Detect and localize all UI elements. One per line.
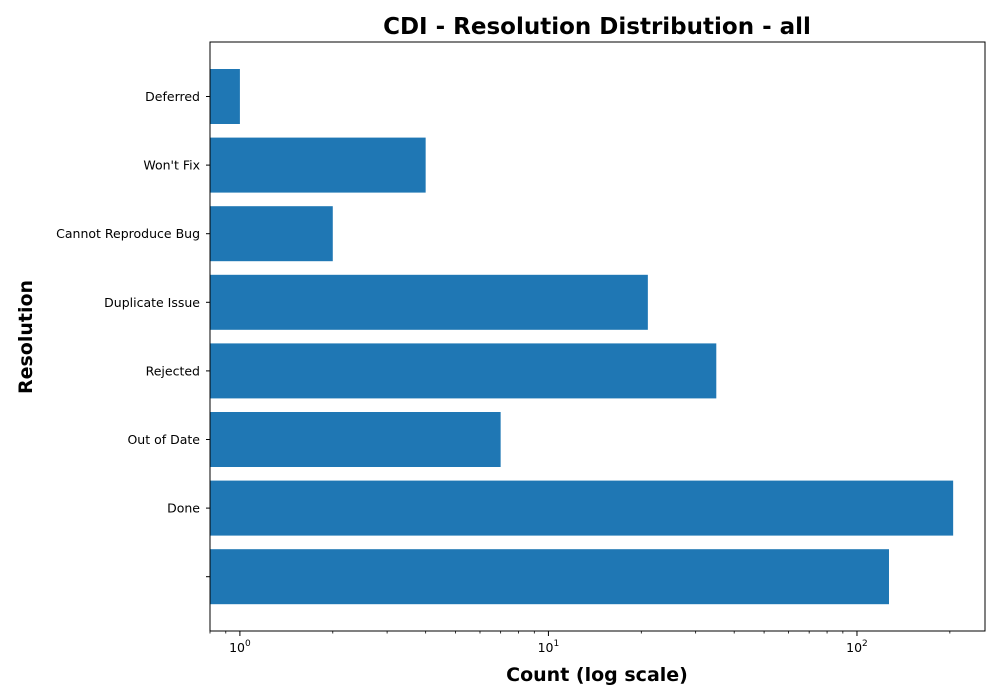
bar bbox=[210, 69, 240, 124]
x-tick-label: 100 bbox=[229, 639, 251, 655]
bar bbox=[210, 480, 954, 536]
bar bbox=[210, 412, 501, 467]
bar bbox=[210, 549, 889, 605]
y-tick-label: Cannot Reproduce Bug bbox=[56, 226, 200, 241]
y-tick-label: Done bbox=[167, 501, 200, 516]
bar bbox=[210, 137, 426, 193]
y-ticks-group: Deferred Won't Fix Cannot Reproduce Bug Dup… bbox=[56, 89, 210, 578]
x-ticks-group: 100 101 102 bbox=[209, 631, 951, 655]
y-tick-label: Rejected bbox=[146, 363, 200, 378]
x-tick-label: 101 bbox=[538, 639, 560, 655]
chart-title: CDI - Resolution Distribution - all bbox=[383, 14, 811, 40]
bar bbox=[210, 206, 333, 262]
bar bbox=[210, 343, 717, 399]
x-axis-title: Count (log scale) bbox=[506, 664, 688, 686]
y-tick-label: Out of Date bbox=[127, 432, 200, 447]
y-tick-label: Duplicate Issue bbox=[104, 295, 200, 310]
bars-group bbox=[210, 69, 954, 605]
bar bbox=[210, 274, 648, 330]
y-axis-title: Resolution bbox=[15, 280, 37, 394]
plot-frame bbox=[209, 41, 986, 632]
x-tick-label: 102 bbox=[846, 639, 868, 655]
y-tick-label: Won't Fix bbox=[143, 158, 200, 173]
y-tick-label: Deferred bbox=[145, 89, 200, 104]
